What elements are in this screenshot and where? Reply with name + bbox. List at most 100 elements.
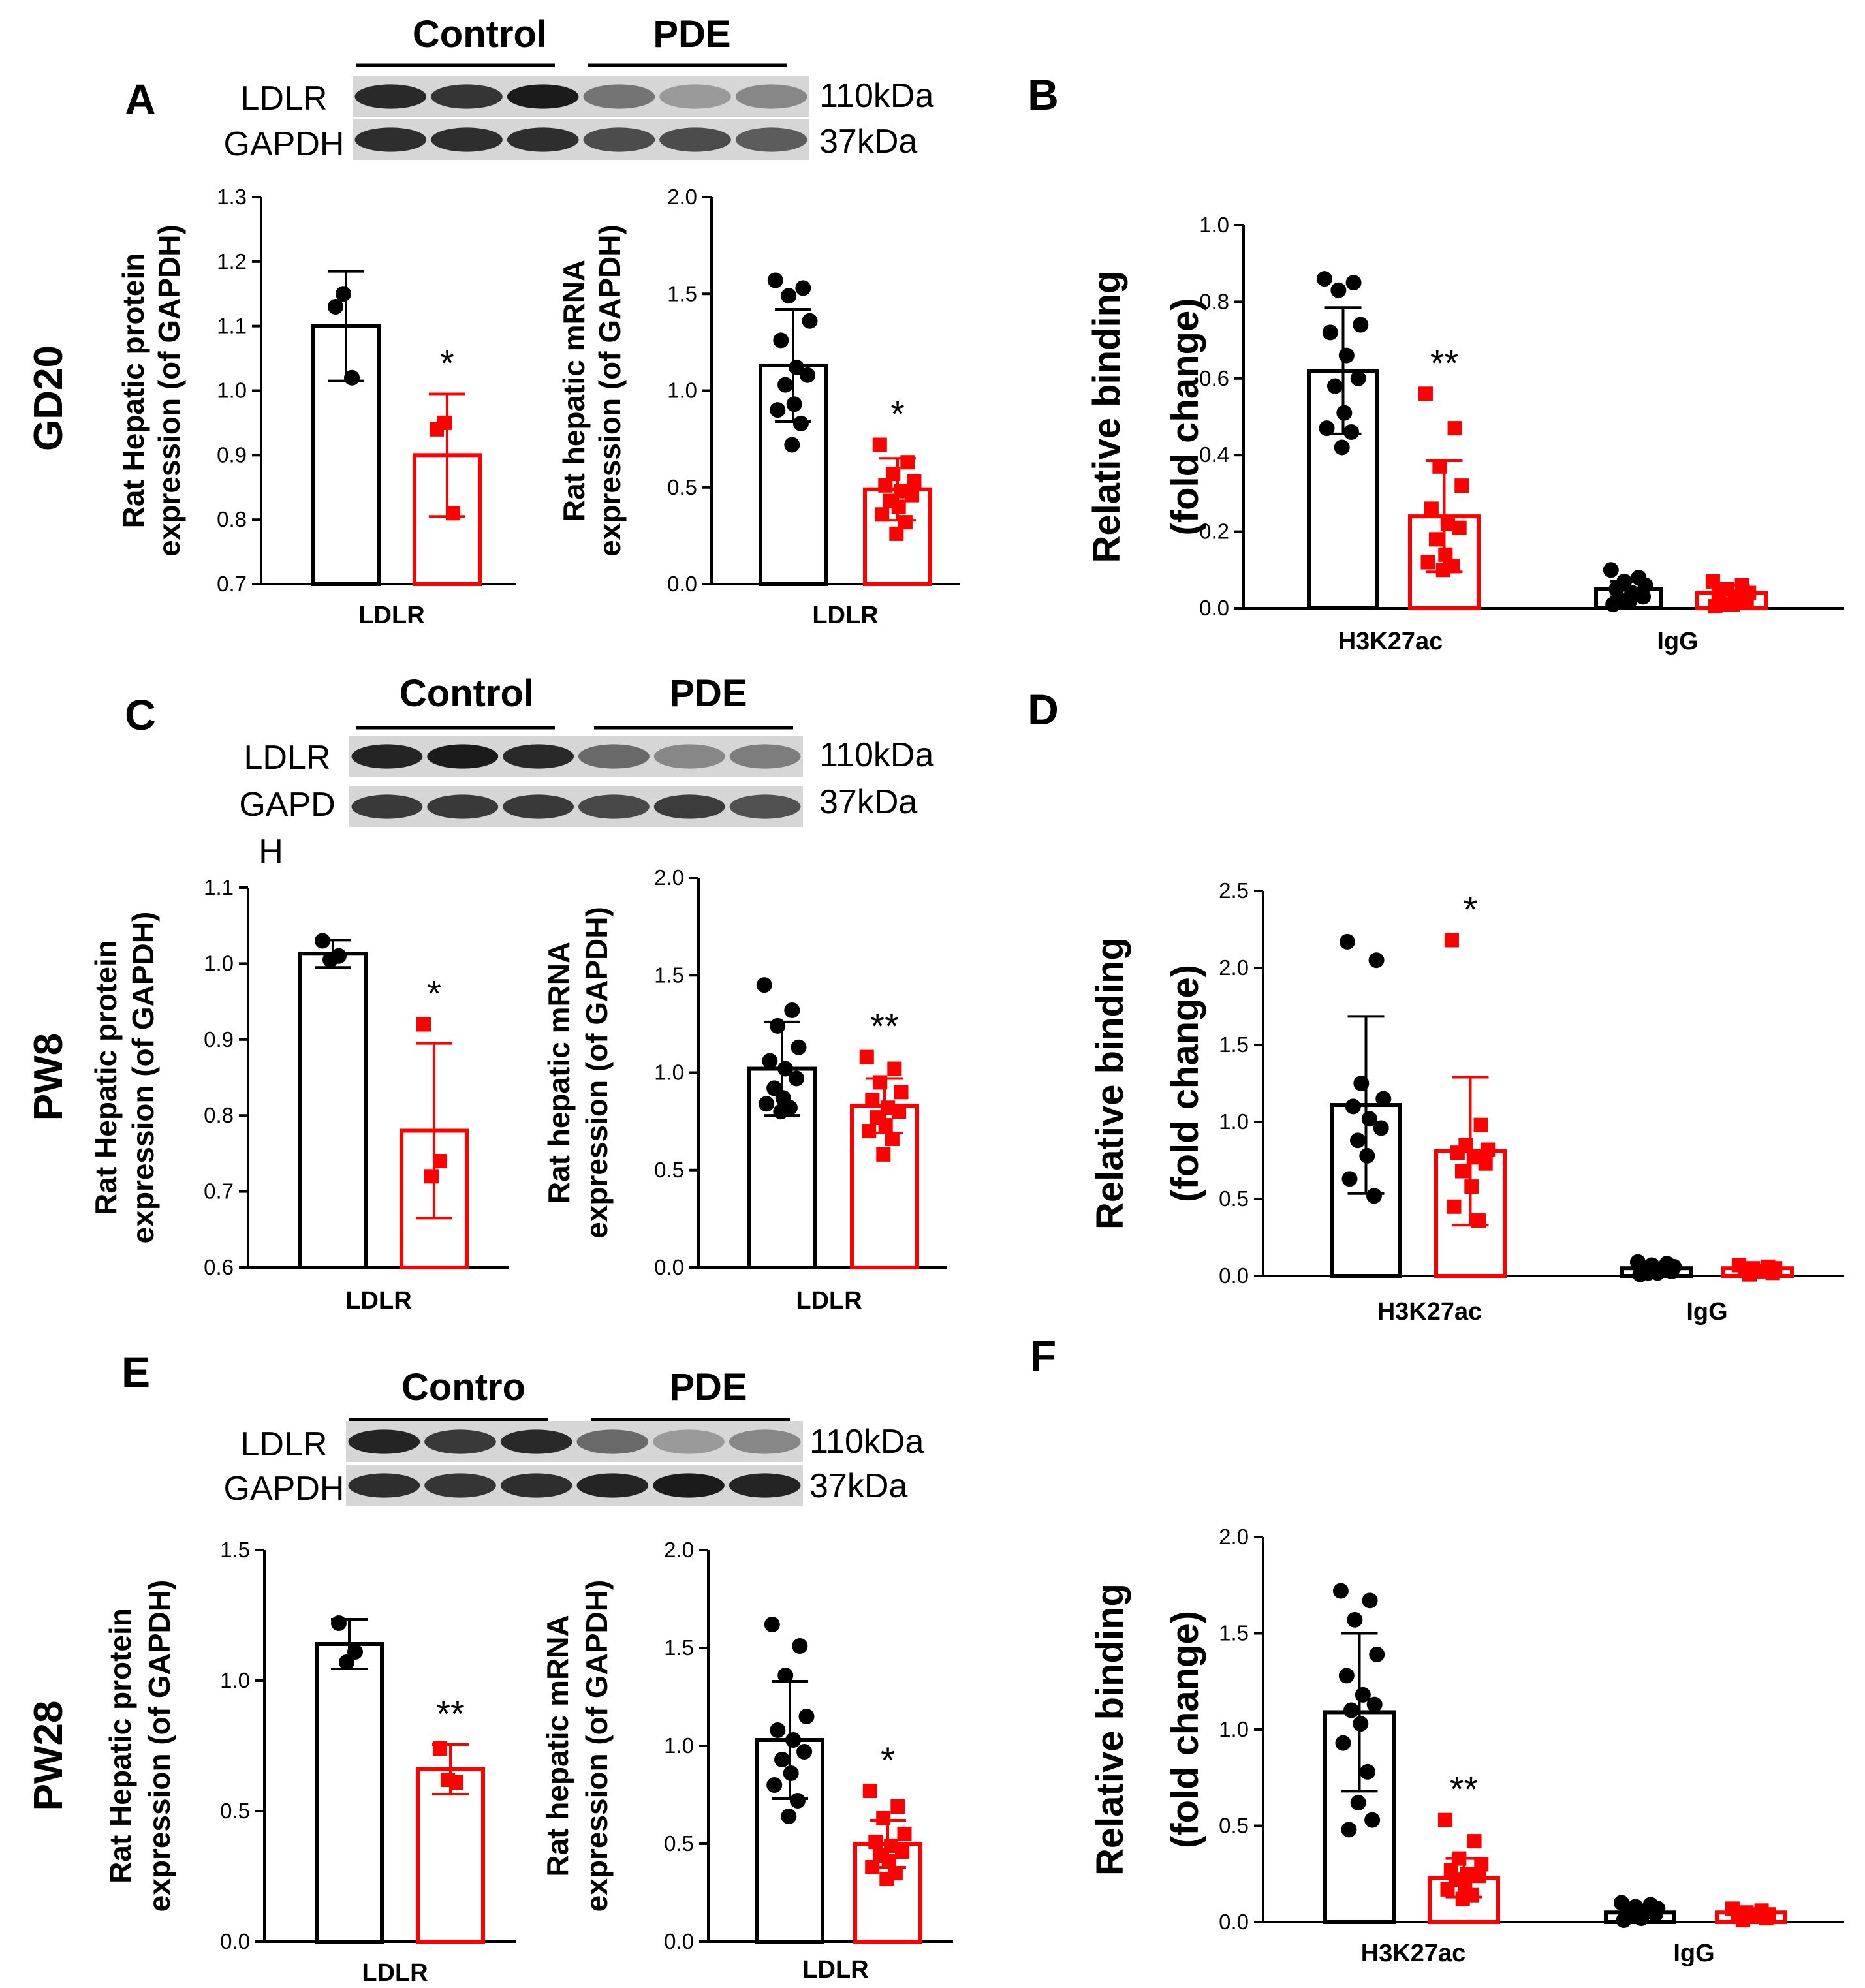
data-point: [1650, 1265, 1666, 1281]
data-point: [792, 1638, 808, 1654]
y-tick-label: 0.0: [1199, 596, 1229, 620]
data-point: [886, 466, 901, 481]
blot-band: [503, 744, 574, 769]
blot-band: [351, 744, 423, 769]
data-point: [1708, 599, 1723, 614]
data-point: [1418, 386, 1433, 401]
y-tick-label: 1.0: [654, 1061, 684, 1085]
y-axis-label: expression (of GAPDH): [580, 1580, 614, 1912]
data-point: [1478, 1156, 1493, 1171]
data-point: [770, 1722, 786, 1738]
data-point: [1481, 1142, 1496, 1157]
data-point: [1319, 420, 1335, 437]
data-point: [1460, 1867, 1475, 1882]
y-axis-label: Rat Hepatic protein: [103, 1608, 137, 1884]
data-point: [770, 1017, 786, 1034]
data-point: [1375, 1091, 1392, 1107]
blot-band: [427, 744, 499, 769]
data-point: [881, 1100, 896, 1115]
bar: [298, 952, 368, 1269]
data-point: [786, 396, 802, 412]
significance-label: **: [1430, 342, 1459, 383]
y-axis-label: expression (of GAPDH): [580, 907, 614, 1239]
x-category-label: H3K27ac: [1361, 1940, 1466, 1967]
y-axis-label: expression (of GAPDH): [126, 912, 160, 1244]
blot-group-label: Contro: [401, 1366, 525, 1408]
blot-strip: [346, 1421, 803, 1462]
data-point: [1368, 952, 1385, 969]
y-tick-label: 1.5: [220, 1538, 250, 1562]
chart-D_chip: 0.0 0.5 1.0 1.5 2.0 2.5 Relative binding (fold …: [1089, 878, 1844, 1326]
blot-band: [431, 127, 503, 152]
y-tick-label: 0.5: [664, 1831, 694, 1856]
y-axis-label: expression (of GAPDH): [152, 225, 186, 557]
data-point: [424, 1169, 439, 1184]
blot-size-label: 110kDa: [809, 1423, 924, 1461]
blot-band: [431, 84, 503, 109]
data-point: [876, 1811, 891, 1825]
blot-band: [507, 84, 579, 109]
data-point: [777, 1668, 794, 1683]
data-point: [1335, 1735, 1351, 1751]
y-tick-label: 1.5: [654, 963, 684, 987]
data-point: [322, 952, 338, 968]
data-point: [784, 1002, 800, 1018]
y-axis-label: (fold change): [1164, 298, 1206, 535]
data-point: [1332, 1583, 1349, 1599]
blot-band: [427, 794, 499, 819]
blot-band: [729, 1429, 801, 1454]
data-point: [1759, 1911, 1774, 1926]
data-point: [1420, 555, 1435, 570]
data-point: [885, 1131, 900, 1146]
data-point: [344, 369, 360, 386]
blot-band: [583, 127, 655, 152]
western-blot-E: E Contro PDE LDLR 110kDa GAPDH 37kDa: [121, 1348, 924, 1508]
y-tick-label: 1.0: [1219, 1717, 1249, 1741]
y-tick-label: 1.5: [667, 281, 697, 305]
data-point: [1736, 1913, 1751, 1928]
y-tick-label: 0.5: [667, 475, 697, 499]
y-tick-label: 0.5: [220, 1799, 250, 1823]
blot-strip: [346, 1465, 803, 1506]
data-point: [1353, 1076, 1370, 1091]
y-tick-label: 2.0: [667, 185, 697, 209]
data-point: [1464, 1179, 1479, 1194]
blot-group-label: PDE: [653, 13, 730, 55]
data-point: [862, 1124, 877, 1139]
blot-band: [351, 794, 423, 819]
data-point: [897, 1827, 912, 1841]
y-tick-label: 1.0: [220, 1668, 250, 1692]
data-point: [1471, 1869, 1486, 1884]
data-point: [1343, 1702, 1360, 1718]
significance-label: *: [890, 394, 905, 435]
y-tick-label: 2.0: [664, 1538, 694, 1562]
data-point: [767, 272, 783, 288]
data-point: [1359, 1763, 1375, 1780]
y-tick-label: 0.5: [1219, 1187, 1249, 1211]
panel-label-D: D: [1027, 685, 1059, 734]
blot-band: [348, 1429, 420, 1454]
data-point: [878, 1118, 893, 1133]
x-category-label: IgG: [1686, 1298, 1727, 1326]
data-point: [892, 1104, 907, 1119]
data-point: [762, 1053, 778, 1069]
blot-row-label: LDLR: [244, 739, 331, 777]
y-tick-label: 1.5: [664, 1636, 694, 1660]
data-point: [1336, 405, 1353, 421]
data-point: [1455, 1164, 1470, 1179]
data-point: [796, 1744, 813, 1760]
data-point: [789, 1793, 806, 1809]
data-point: [433, 1741, 447, 1756]
data-point: [446, 506, 460, 521]
data-point: [783, 1765, 799, 1781]
y-tick-label: 0.9: [217, 443, 247, 467]
y-tick-label: 2.0: [1219, 955, 1249, 980]
data-point: [1424, 501, 1439, 516]
data-point: [1605, 597, 1622, 613]
chart-A_mrna: 0.0 0.5 1.0 1.5 2.0 Rat hepatic mRNA expressio…: [557, 185, 960, 629]
data-point: [873, 1075, 888, 1090]
blot-group-label: Control: [400, 672, 534, 715]
data-point: [865, 1860, 880, 1874]
y-tick-label: 0.6: [204, 1255, 234, 1279]
